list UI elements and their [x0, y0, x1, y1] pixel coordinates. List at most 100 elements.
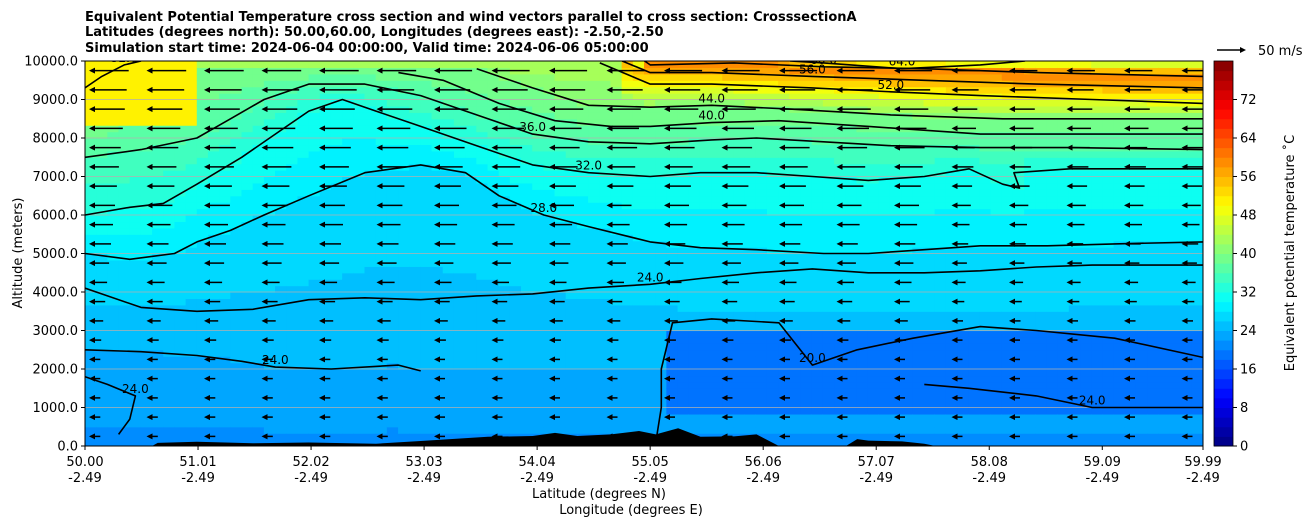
temperature-cell	[532, 163, 544, 171]
temperature-cell	[442, 356, 455, 364]
temperature-cell	[856, 138, 869, 146]
temperature-cell	[409, 253, 421, 261]
temperature-cell	[599, 221, 612, 229]
temperature-cell	[912, 407, 925, 415]
temperature-cell	[96, 292, 108, 300]
temperature-cell	[957, 426, 969, 434]
temperature-cell	[163, 285, 176, 293]
temperature-cell	[599, 311, 612, 319]
temperature-cell	[163, 426, 176, 434]
temperature-cell	[644, 413, 656, 421]
temperature-cell	[934, 272, 947, 280]
temperature-cell	[196, 182, 209, 190]
temperature-cell	[465, 163, 477, 171]
temperature-cell	[901, 118, 913, 126]
temperature-cell	[442, 138, 455, 146]
temperature-cell	[330, 131, 343, 139]
temperature-cell	[129, 336, 142, 344]
temperature-cell	[979, 388, 992, 396]
temperature-cell	[140, 125, 153, 133]
temperature-cell	[196, 285, 209, 293]
temperature-cell	[610, 369, 623, 377]
temperature-cell	[766, 80, 779, 88]
temperature-cell	[632, 195, 645, 203]
temperature-cell	[286, 240, 299, 248]
temperature-cell	[666, 381, 679, 389]
temperature-cell	[1012, 388, 1025, 396]
temperature-cell	[1001, 112, 1014, 120]
temperature-cell	[755, 99, 768, 107]
temperature-cell	[398, 317, 410, 325]
temperature-cell	[286, 163, 299, 171]
temperature-cell	[85, 330, 97, 338]
temperature-cell	[230, 266, 243, 274]
temperature-cell	[420, 182, 433, 190]
temperature-cell	[766, 182, 779, 190]
temperature-cell	[565, 375, 578, 383]
temperature-cell	[140, 407, 153, 415]
temperature-cell	[185, 215, 198, 223]
temperature-cell	[644, 247, 656, 255]
temperature-cell	[532, 170, 544, 178]
temperature-cell	[889, 240, 902, 248]
temperature-cell	[822, 381, 835, 389]
temperature-cell	[766, 86, 779, 94]
temperature-cell	[297, 182, 310, 190]
temperature-cell	[990, 407, 1003, 415]
temperature-cell	[599, 138, 612, 146]
temperature-cell	[722, 324, 735, 332]
temperature-cell	[912, 413, 925, 421]
temperature-cell	[286, 202, 299, 210]
temperature-cell	[576, 317, 589, 325]
temperature-cell	[140, 401, 153, 409]
temperature-cell	[85, 99, 97, 107]
temperature-cell	[856, 356, 869, 364]
temperature-cell	[85, 311, 97, 319]
temperature-cell	[398, 259, 410, 267]
temperature-cell	[945, 292, 958, 300]
temperature-cell	[968, 259, 980, 267]
temperature-cell	[532, 99, 544, 107]
temperature-cell	[744, 163, 757, 171]
temperature-cell	[465, 131, 477, 139]
temperature-cell	[655, 118, 667, 126]
temperature-cell	[420, 298, 433, 306]
temperature-cell	[811, 247, 824, 255]
temperature-cell	[766, 304, 779, 312]
temperature-cell	[945, 375, 958, 383]
temperature-cell	[755, 202, 768, 210]
temperature-cell	[599, 266, 612, 274]
temperature-cell	[118, 362, 131, 370]
temperature-cell	[174, 388, 187, 396]
temperature-cell	[152, 285, 164, 293]
temperature-cell	[755, 240, 768, 248]
temperature-cell	[196, 208, 209, 216]
temperature-cell	[599, 381, 612, 389]
temperature-cell	[487, 426, 500, 434]
temperature-cell	[420, 304, 433, 312]
temperature-cell	[968, 138, 980, 146]
temperature-cell	[733, 420, 746, 428]
temperature-cell	[330, 292, 343, 300]
temperature-cell	[532, 105, 544, 113]
temperature-cell	[96, 439, 108, 446]
temperature-cell	[353, 253, 366, 261]
temperature-cell	[688, 279, 701, 287]
temperature-cell	[342, 413, 354, 421]
temperature-cell	[230, 413, 243, 421]
temperature-cell	[196, 381, 209, 389]
temperature-cell	[509, 170, 522, 178]
temperature-cell	[778, 138, 790, 146]
temperature-cell	[610, 401, 623, 409]
temperature-cell	[766, 125, 779, 133]
temperature-cell	[912, 176, 925, 184]
temperature-cell	[85, 324, 97, 332]
temperature-cell	[677, 227, 690, 235]
temperature-cell	[979, 420, 992, 428]
temperature-cell	[677, 401, 690, 409]
temperature-cell	[453, 195, 466, 203]
temperature-cell	[185, 407, 198, 415]
temperature-cell	[722, 285, 735, 293]
temperature-cell	[711, 195, 723, 203]
temperature-cell	[319, 343, 332, 351]
